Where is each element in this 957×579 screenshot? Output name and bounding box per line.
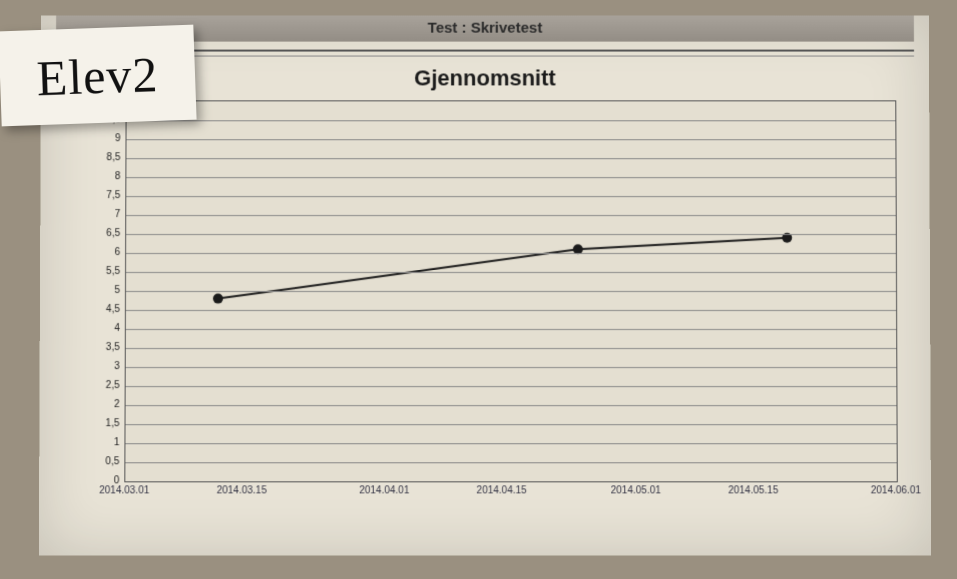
gridline (126, 424, 897, 425)
x-tick-label: 2014.04.01 (359, 485, 409, 496)
x-tick-label: 2014.05.15 (728, 485, 778, 496)
y-tick-label: 4,5 (90, 304, 120, 315)
sticky-note-text: Elev2 (36, 44, 160, 106)
series-line (218, 238, 787, 299)
gridline (126, 348, 896, 349)
y-tick-label: 7,5 (90, 190, 120, 201)
y-tick-label: 8 (90, 171, 120, 182)
x-tick-label: 2014.04.15 (477, 485, 527, 496)
y-tick-label: 4 (90, 323, 120, 334)
gridline (126, 386, 897, 387)
y-tick-label: 1 (89, 437, 119, 448)
x-tick-label: 2014.03.01 (99, 485, 149, 496)
gridline (126, 272, 896, 273)
gridline (127, 120, 896, 121)
y-tick-label: 1,5 (89, 418, 119, 429)
gridline (126, 367, 897, 368)
gridline (126, 253, 896, 254)
y-tick-label: 3 (90, 361, 120, 372)
gridline (126, 215, 895, 216)
x-tick-label: 2014.03.15 (217, 485, 267, 496)
y-tick-label: 0,5 (89, 456, 119, 467)
y-tick-label: 8,5 (90, 152, 120, 163)
gridline (127, 139, 896, 140)
gridline (126, 177, 895, 178)
y-tick-label: 9 (91, 133, 121, 144)
y-tick-label: 5 (90, 285, 120, 296)
plot-area (124, 100, 897, 482)
chart-container: 00,511,522,533,544,555,566,577,588,599,5… (94, 100, 896, 500)
gridline (126, 310, 896, 311)
gridline (125, 443, 896, 444)
y-tick-label: 0 (89, 475, 119, 486)
gridline (126, 405, 897, 406)
gridline (125, 462, 896, 463)
x-tick-label: 2014.06.01 (871, 485, 921, 496)
y-tick-label: 6,5 (90, 228, 120, 239)
y-tick-label: 7 (90, 209, 120, 220)
y-tick-label: 5,5 (90, 266, 120, 277)
gridline (126, 291, 896, 292)
x-tick-label: 2014.05.01 (611, 485, 661, 496)
gridline (126, 158, 895, 159)
y-tick-label: 6 (90, 247, 120, 258)
gridline (126, 329, 896, 330)
gridline (126, 196, 895, 197)
y-tick-label: 3,5 (90, 342, 120, 353)
gridline (126, 234, 896, 235)
header-text: Test : Skrivetest (428, 20, 543, 37)
y-tick-label: 2 (90, 399, 120, 410)
y-tick-label: 2,5 (90, 380, 120, 391)
data-point (213, 294, 223, 304)
sticky-note: Elev2 (0, 25, 197, 127)
